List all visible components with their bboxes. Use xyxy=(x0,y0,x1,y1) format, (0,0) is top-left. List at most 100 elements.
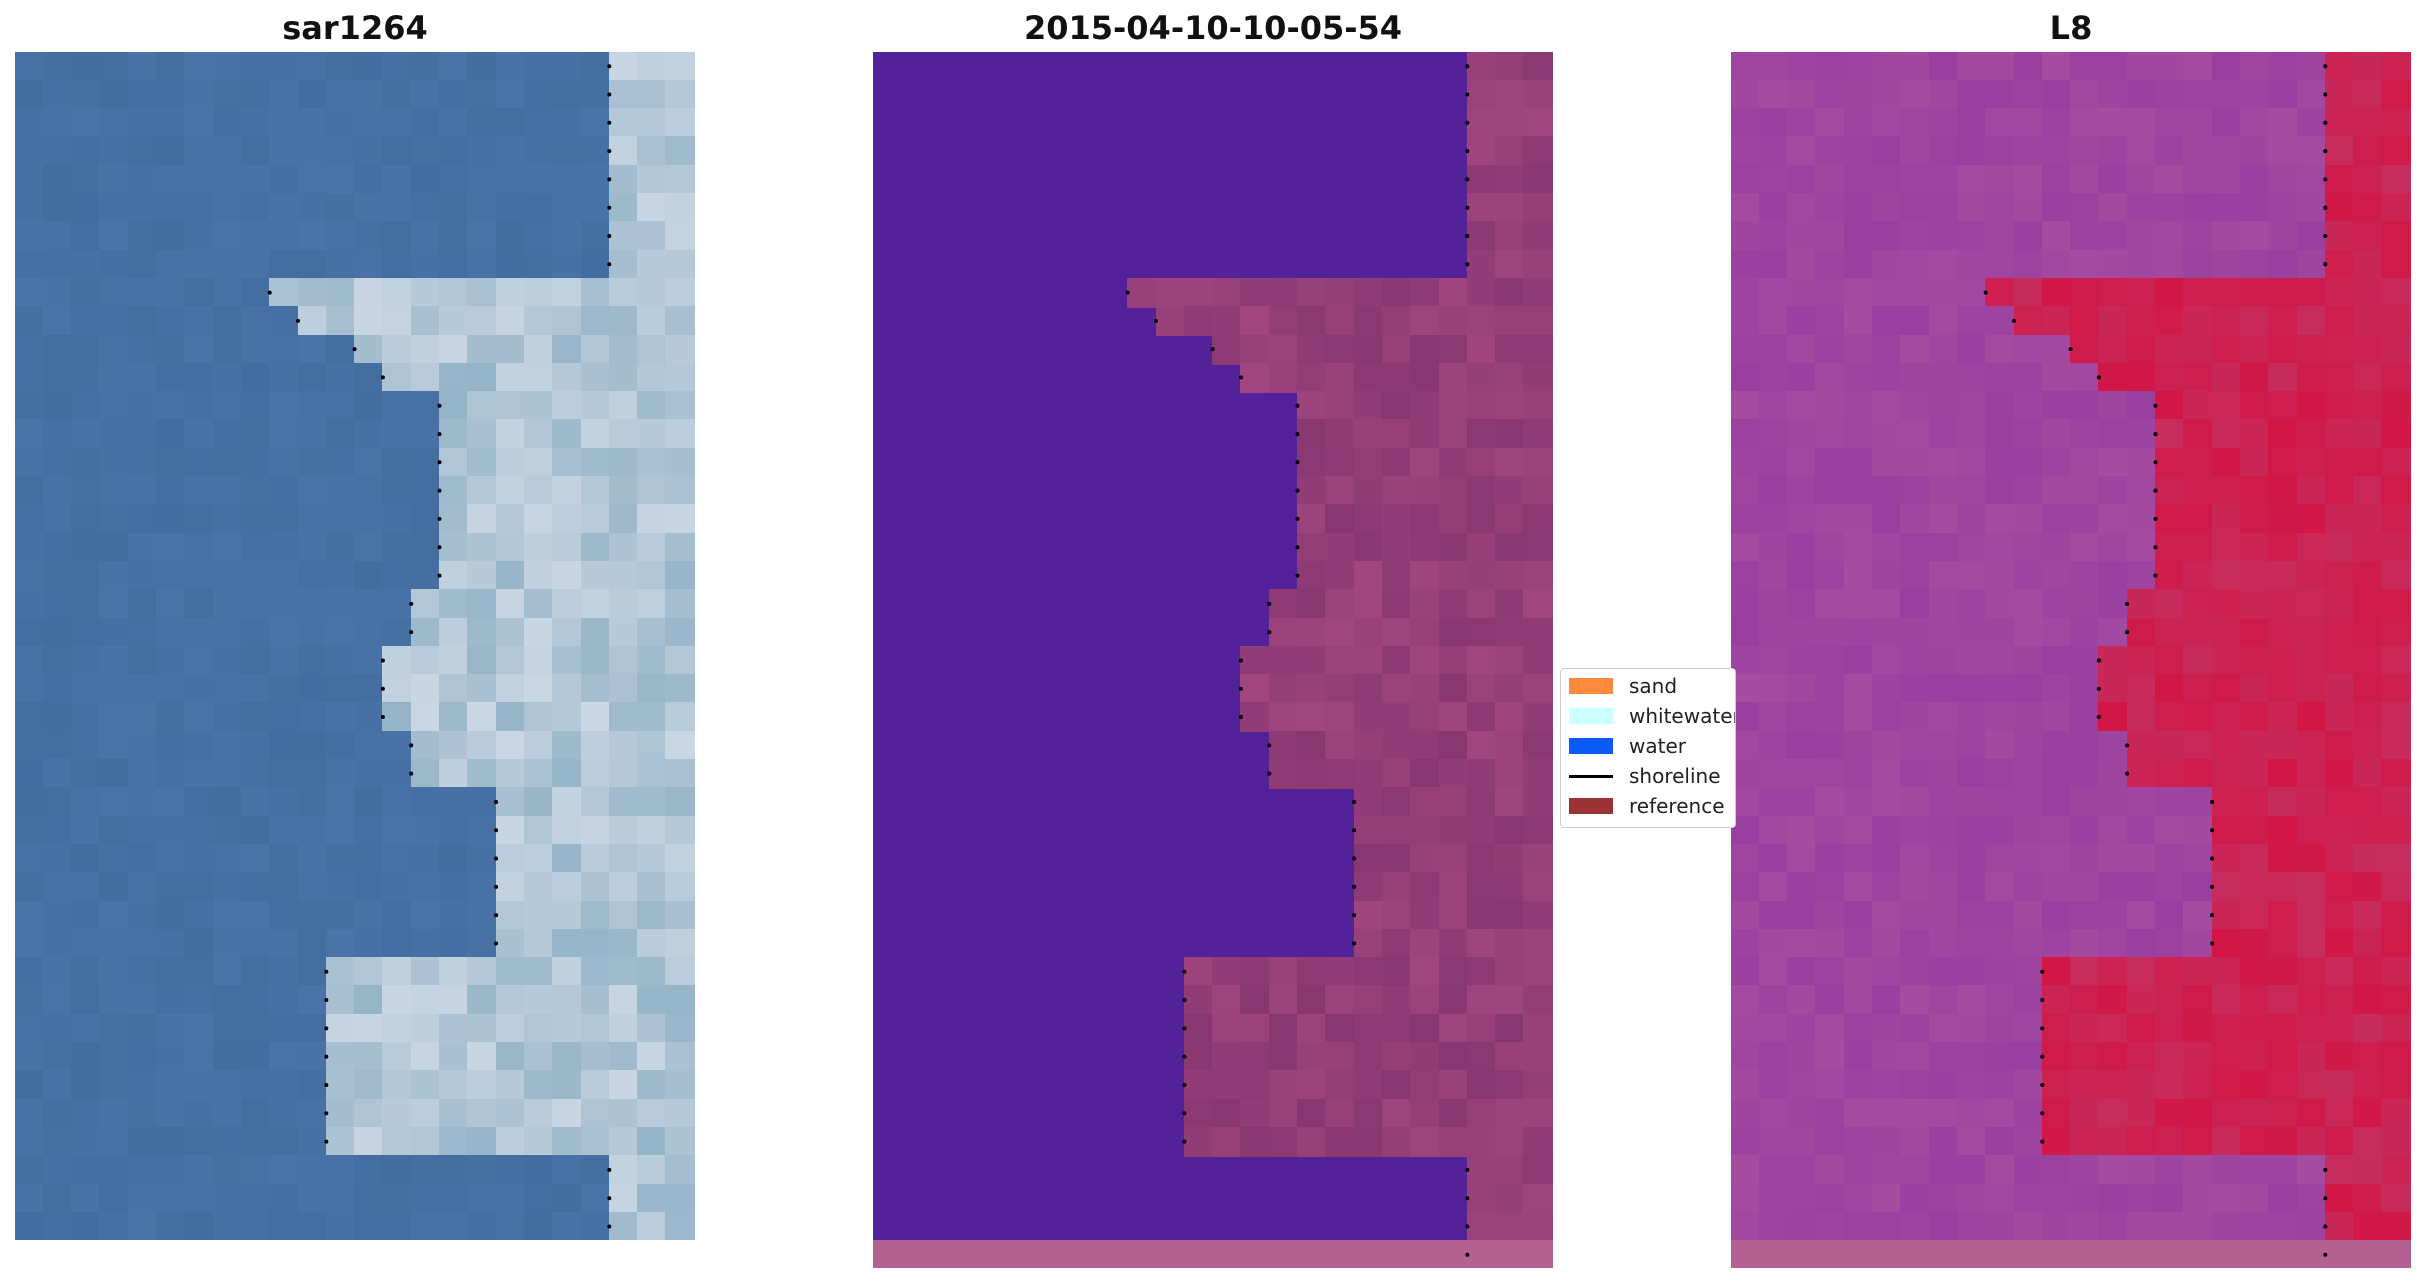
legend-item-shoreline: shoreline xyxy=(1569,761,1721,791)
shoreline-point xyxy=(1465,92,1470,97)
shoreline-point xyxy=(2210,913,2215,918)
legend-item-sand: sand xyxy=(1569,671,1677,701)
shoreline-point xyxy=(2210,828,2215,833)
shoreline-point xyxy=(437,432,442,437)
shoreline-point xyxy=(2323,1224,2328,1229)
shoreline-point xyxy=(2323,177,2328,182)
shoreline-point xyxy=(607,205,612,210)
shoreline-point xyxy=(2096,658,2101,663)
shoreline-point xyxy=(2096,686,2101,691)
shoreline-point xyxy=(1295,432,1300,437)
shoreline-point xyxy=(607,1224,612,1229)
shoreline-point xyxy=(1182,1026,1187,1031)
shoreline-point xyxy=(1352,828,1357,833)
shoreline-point xyxy=(324,1139,329,1144)
shoreline-point xyxy=(437,488,442,493)
shoreline-point xyxy=(607,64,612,69)
shoreline-point xyxy=(2040,1083,2045,1087)
shoreline-point xyxy=(1295,516,1300,521)
shoreline-point xyxy=(296,318,300,323)
shoreline-point xyxy=(1465,120,1470,125)
panel-title-rgb: sar1264 xyxy=(282,9,428,47)
shoreline-point xyxy=(2323,92,2328,97)
shoreline-point xyxy=(494,828,499,833)
shoreline-point xyxy=(2323,234,2328,238)
shoreline-point xyxy=(1465,177,1470,182)
shoreline-point xyxy=(267,290,272,295)
panel-title-l8: L8 xyxy=(2049,9,2093,47)
shoreline-point xyxy=(1295,460,1300,465)
shoreline-point xyxy=(1182,969,1187,974)
legend-label-reference: reference xyxy=(1629,794,1725,818)
shoreline-point xyxy=(494,913,499,918)
shoreline-point xyxy=(409,771,414,776)
shoreline-point xyxy=(2040,969,2045,974)
shoreline-point xyxy=(1182,998,1187,1002)
shoreline-point xyxy=(2040,1054,2045,1059)
shoreline-point xyxy=(380,686,385,691)
rgb-image xyxy=(15,52,695,1240)
shoreline-point xyxy=(324,1026,329,1031)
shoreline-point xyxy=(494,884,499,889)
shoreline-point xyxy=(1267,743,1272,748)
shoreline-point xyxy=(1465,149,1470,154)
shoreline-point xyxy=(2323,120,2328,125)
legend-line-shoreline xyxy=(1569,774,1613,778)
shoreline-point xyxy=(2153,516,2158,521)
shoreline-point xyxy=(1154,318,1158,323)
shoreline-point xyxy=(2323,64,2328,69)
legend-label-sand: sand xyxy=(1629,674,1678,698)
shoreline-point xyxy=(1210,347,1215,352)
shoreline-point xyxy=(409,743,414,748)
shoreline-point xyxy=(1182,1111,1187,1116)
shoreline-point xyxy=(2040,1111,2045,1116)
shoreline-point xyxy=(1238,686,1243,691)
shoreline-point xyxy=(1182,1139,1187,1144)
legend-swatch-water xyxy=(1569,738,1613,754)
shoreline-point xyxy=(2125,743,2130,748)
shoreline-point xyxy=(2153,545,2158,550)
shoreline-point xyxy=(2125,601,2130,606)
legend-label-shoreline: shoreline xyxy=(1629,764,1721,788)
shoreline-point xyxy=(1352,800,1357,804)
legend-item-whitewater: whitewater xyxy=(1569,701,1735,731)
shoreline-point xyxy=(2210,941,2215,946)
shoreline-point xyxy=(2040,1139,2045,1144)
l8-image xyxy=(1731,52,2411,1268)
shoreline-point xyxy=(2068,347,2073,352)
shoreline-point xyxy=(1352,856,1357,861)
shoreline-point xyxy=(607,120,612,125)
shoreline-point xyxy=(324,1111,329,1116)
l8-panel xyxy=(1731,52,2411,1268)
shoreline-point xyxy=(607,1196,612,1201)
legend-swatch-sand xyxy=(1569,678,1613,694)
shoreline-point xyxy=(1295,545,1300,550)
shoreline-point xyxy=(2210,856,2215,861)
shoreline-point xyxy=(607,1167,612,1172)
shoreline-point xyxy=(1352,913,1357,918)
shoreline-point xyxy=(1182,1054,1187,1059)
classification-image xyxy=(873,52,1553,1268)
shoreline-point xyxy=(324,998,329,1002)
legend: sand whitewater water shoreline referenc… xyxy=(1560,668,1736,828)
shoreline-point xyxy=(437,573,442,578)
panel-title-classification: 2015-04-10-10-05-54 xyxy=(1023,9,1403,47)
shoreline-point xyxy=(352,347,357,352)
shoreline-point xyxy=(2153,488,2158,493)
legend-item-water: water xyxy=(1569,731,1686,761)
shoreline-point xyxy=(607,234,612,238)
shoreline-point xyxy=(437,460,442,465)
shoreline-point xyxy=(2153,432,2158,437)
shoreline-point xyxy=(324,969,329,974)
shoreline-point xyxy=(2323,1196,2328,1201)
legend-swatch-whitewater xyxy=(1569,708,1613,724)
shoreline-point xyxy=(2040,998,2045,1002)
shoreline-point xyxy=(2012,318,2016,323)
legend-item-reference: reference xyxy=(1569,791,1725,821)
shoreline-point xyxy=(1238,375,1243,380)
shoreline-point xyxy=(2323,205,2328,210)
shoreline-point xyxy=(1465,1167,1470,1172)
shoreline-point xyxy=(1465,64,1470,69)
shoreline-overlay-l8 xyxy=(1983,64,2328,1257)
shoreline-point xyxy=(607,177,612,182)
